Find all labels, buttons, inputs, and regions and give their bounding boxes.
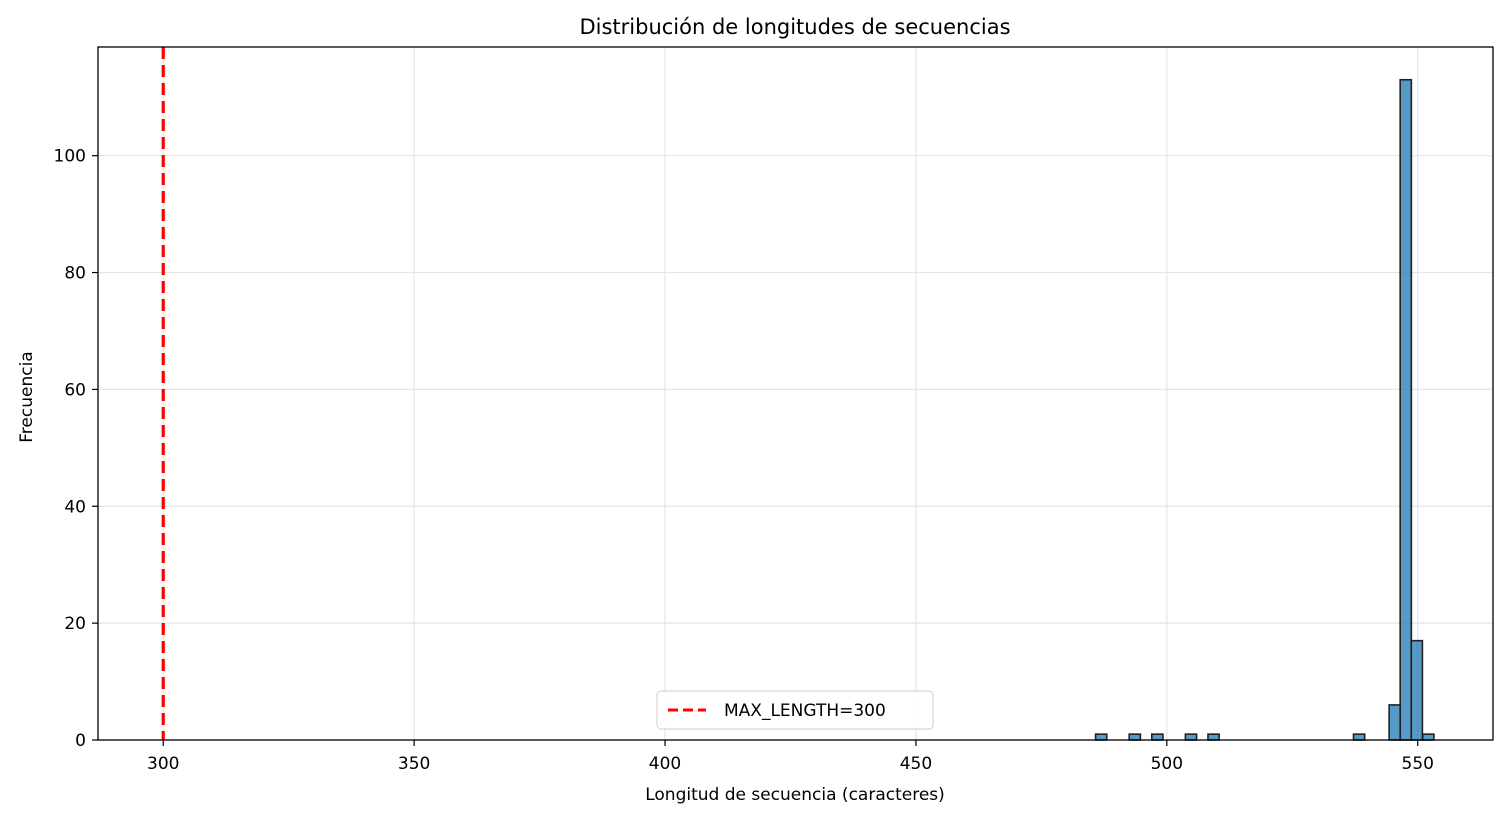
y-tick-label: 20 xyxy=(64,614,86,634)
x-tick-label: 450 xyxy=(900,754,932,774)
y-axis-label: Frecuencia xyxy=(17,351,37,442)
histogram-bar xyxy=(1094,733,1108,741)
x-tick-label: 550 xyxy=(1402,754,1434,774)
x-axis-ticks: 300 350 400 450 500 550 xyxy=(147,740,1434,774)
x-axis-label: Longitud de secuencia (caracteres) xyxy=(645,785,945,805)
histogram-bar xyxy=(1410,639,1424,741)
y-tick-label: 40 xyxy=(64,497,86,517)
x-tick-label: 500 xyxy=(1151,754,1183,774)
x-tick-label: 350 xyxy=(398,754,430,774)
x-tick-label: 300 xyxy=(147,754,179,774)
legend: MAX_LENGTH=300 xyxy=(656,690,934,730)
y-tick-label: 60 xyxy=(64,380,86,400)
histogram-bar xyxy=(1399,78,1413,741)
y-tick-label: 80 xyxy=(64,264,86,284)
histogram-bars xyxy=(1094,78,1435,741)
y-tick-label: 100 xyxy=(54,147,86,167)
histogram-bar xyxy=(1207,733,1220,741)
legend-box xyxy=(656,690,934,730)
y-tick-label: 0 xyxy=(75,731,86,751)
histogram-bar xyxy=(1150,733,1164,741)
histogram-bar xyxy=(1352,733,1366,741)
plot-frame xyxy=(97,46,1494,741)
chart-title: Distribución de longitudes de secuencias xyxy=(579,15,1010,39)
histogram-bar xyxy=(1421,733,1435,741)
y-axis-ticks: 0 20 40 60 80 100 xyxy=(54,147,98,751)
histogram-bar xyxy=(1184,733,1198,741)
histogram-bar xyxy=(1128,733,1142,741)
x-tick-label: 400 xyxy=(649,754,681,774)
histogram-bar xyxy=(1388,704,1402,741)
legend-entry-label: MAX_LENGTH=300 xyxy=(724,701,886,721)
